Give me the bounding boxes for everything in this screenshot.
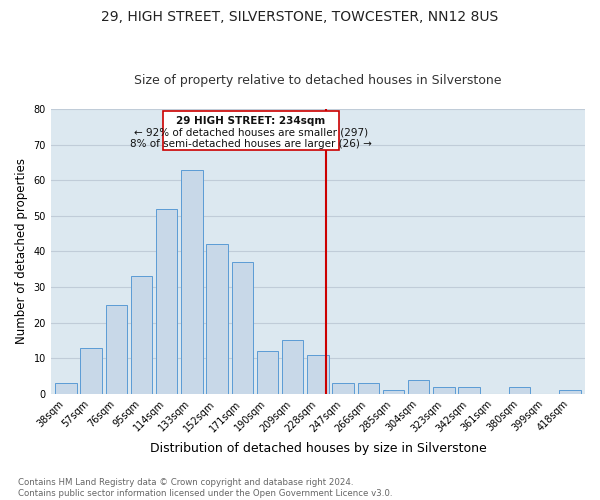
Bar xyxy=(282,340,304,394)
Text: Contains HM Land Registry data © Crown copyright and database right 2024.
Contai: Contains HM Land Registry data © Crown c… xyxy=(18,478,392,498)
X-axis label: Distribution of detached houses by size in Silverstone: Distribution of detached houses by size … xyxy=(149,442,486,455)
Y-axis label: Number of detached properties: Number of detached properties xyxy=(15,158,28,344)
Text: 8% of semi-detached houses are larger (26) →: 8% of semi-detached houses are larger (2… xyxy=(130,139,372,149)
Bar xyxy=(433,387,455,394)
Text: 29 HIGH STREET: 234sqm: 29 HIGH STREET: 234sqm xyxy=(176,116,326,126)
Bar xyxy=(106,305,127,394)
Bar xyxy=(206,244,228,394)
Bar xyxy=(156,208,178,394)
Bar xyxy=(232,262,253,394)
Bar xyxy=(509,387,530,394)
Bar xyxy=(408,380,430,394)
Bar xyxy=(332,383,354,394)
Title: Size of property relative to detached houses in Silverstone: Size of property relative to detached ho… xyxy=(134,74,502,87)
Bar xyxy=(80,348,102,394)
Bar xyxy=(55,383,77,394)
FancyBboxPatch shape xyxy=(163,111,340,150)
Text: 29, HIGH STREET, SILVERSTONE, TOWCESTER, NN12 8US: 29, HIGH STREET, SILVERSTONE, TOWCESTER,… xyxy=(101,10,499,24)
Bar xyxy=(383,390,404,394)
Text: ← 92% of detached houses are smaller (297): ← 92% of detached houses are smaller (29… xyxy=(134,128,368,138)
Bar xyxy=(131,276,152,394)
Bar xyxy=(458,387,480,394)
Bar xyxy=(559,390,581,394)
Bar xyxy=(257,351,278,394)
Bar xyxy=(307,354,329,394)
Bar xyxy=(358,383,379,394)
Bar xyxy=(181,170,203,394)
